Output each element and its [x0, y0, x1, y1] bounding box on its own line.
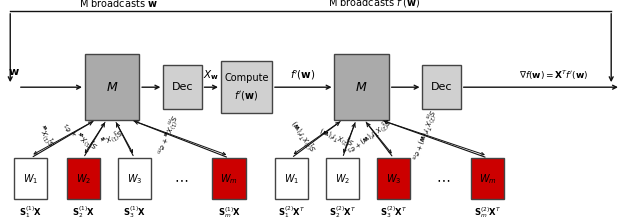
FancyBboxPatch shape [422, 65, 461, 109]
Text: $W_3$: $W_3$ [386, 172, 401, 186]
Text: M broadcasts $\mathbf{w}$: M broadcasts $\mathbf{w}$ [79, 0, 158, 9]
Text: Dec: Dec [431, 82, 452, 92]
Text: $S_2^{(2)}X^Tf'(\mathbf{w})$: $S_2^{(2)}X^Tf'(\mathbf{w})$ [318, 122, 357, 148]
FancyBboxPatch shape [14, 158, 47, 199]
FancyBboxPatch shape [221, 61, 272, 113]
Text: $\mathbf{S}_m^{(1)}\mathbf{X}$: $\mathbf{S}_m^{(1)}\mathbf{X}$ [218, 205, 241, 218]
FancyBboxPatch shape [118, 158, 151, 199]
Text: $\mathbf{S}_1^{(2)}\mathbf{X}^T$: $\mathbf{S}_1^{(2)}\mathbf{X}^T$ [278, 205, 305, 218]
Text: $\cdots$: $\cdots$ [174, 172, 188, 186]
Text: $\mathbf{w}$: $\mathbf{w}$ [8, 67, 20, 77]
Text: $S_1^{(2)}X^Tf'(\mathbf{w})$: $S_1^{(2)}X^Tf'(\mathbf{w})$ [289, 116, 322, 153]
Text: $\mathbf{S}_2^{(1)}\mathbf{X}$: $\mathbf{S}_2^{(1)}\mathbf{X}$ [72, 205, 95, 218]
Text: $M$: $M$ [106, 81, 118, 94]
FancyBboxPatch shape [326, 158, 359, 199]
FancyBboxPatch shape [212, 158, 246, 199]
Text: $M$: $M$ [355, 81, 368, 94]
Text: $\mathbf{S}_3^{(2)}\mathbf{X}^T$: $\mathbf{S}_3^{(2)}\mathbf{X}^T$ [380, 205, 407, 218]
FancyBboxPatch shape [163, 65, 202, 109]
Text: Compute: Compute [224, 73, 269, 83]
Text: $\mathbf{S}_m^{(2)}\mathbf{X}^T$: $\mathbf{S}_m^{(2)}\mathbf{X}^T$ [474, 205, 501, 218]
Text: $f'(\mathbf{w})$: $f'(\mathbf{w})$ [291, 68, 316, 82]
Text: M broadcasts $f'(\mathbf{w})$: M broadcasts $f'(\mathbf{w})$ [328, 0, 420, 9]
FancyBboxPatch shape [84, 54, 140, 120]
Text: $W_2$: $W_2$ [335, 172, 350, 186]
Text: $W_m$: $W_m$ [479, 172, 497, 186]
FancyBboxPatch shape [67, 158, 100, 199]
Text: $X_{\mathbf{w}}$: $X_{\mathbf{w}}$ [203, 68, 220, 82]
Text: $S_3^{(2)}X^Tf'(\mathbf{w})+e_3$: $S_3^{(2)}X^Tf'(\mathbf{w})+e_3$ [342, 113, 392, 156]
FancyBboxPatch shape [334, 54, 388, 120]
Text: $f'(\mathbf{w})$: $f'(\mathbf{w})$ [234, 89, 259, 102]
Text: $W_1$: $W_1$ [284, 172, 299, 186]
Text: $\mathbf{S}_2^{(2)}\mathbf{X}^T$: $\mathbf{S}_2^{(2)}\mathbf{X}^T$ [329, 205, 356, 218]
Text: $W_m$: $W_m$ [220, 172, 238, 186]
Text: $S_2^{(1)}X_{\mathbf{w}}+e_2$: $S_2^{(1)}X_{\mathbf{w}}+e_2$ [60, 118, 102, 151]
Text: $\nabla f(\mathbf{w})=\mathbf{X}^T f'(\mathbf{w})$: $\nabla f(\mathbf{w})=\mathbf{X}^T f'(\m… [519, 68, 588, 82]
Text: $W_1$: $W_1$ [23, 172, 38, 186]
Text: $W_3$: $W_3$ [127, 172, 142, 186]
Text: $S_1^{(1)}X_{\mathbf{w}}$: $S_1^{(1)}X_{\mathbf{w}}$ [37, 121, 61, 148]
Text: $\mathbf{S}_3^{(1)}\mathbf{X}$: $\mathbf{S}_3^{(1)}\mathbf{X}$ [123, 205, 146, 218]
FancyBboxPatch shape [377, 158, 410, 199]
Text: $\mathbf{S}_1^{(1)}\mathbf{X}$: $\mathbf{S}_1^{(1)}\mathbf{X}$ [19, 205, 42, 218]
Text: $S_m^{(2)}X^Tf'(\mathbf{w})+e_m$: $S_m^{(2)}X^Tf'(\mathbf{w})+e_m$ [407, 107, 438, 162]
Text: Dec: Dec [172, 82, 193, 92]
Text: $S_m^{(1)}X_{\mathbf{w}}+e_m$: $S_m^{(1)}X_{\mathbf{w}}+e_m$ [152, 112, 180, 157]
FancyBboxPatch shape [275, 158, 308, 199]
FancyBboxPatch shape [471, 158, 504, 199]
Text: $\cdots$: $\cdots$ [436, 172, 450, 186]
Text: $S_3^{(1)}X_{\mathbf{w}}$: $S_3^{(1)}X_{\mathbf{w}}$ [97, 123, 124, 146]
Text: $W_2$: $W_2$ [76, 172, 91, 186]
